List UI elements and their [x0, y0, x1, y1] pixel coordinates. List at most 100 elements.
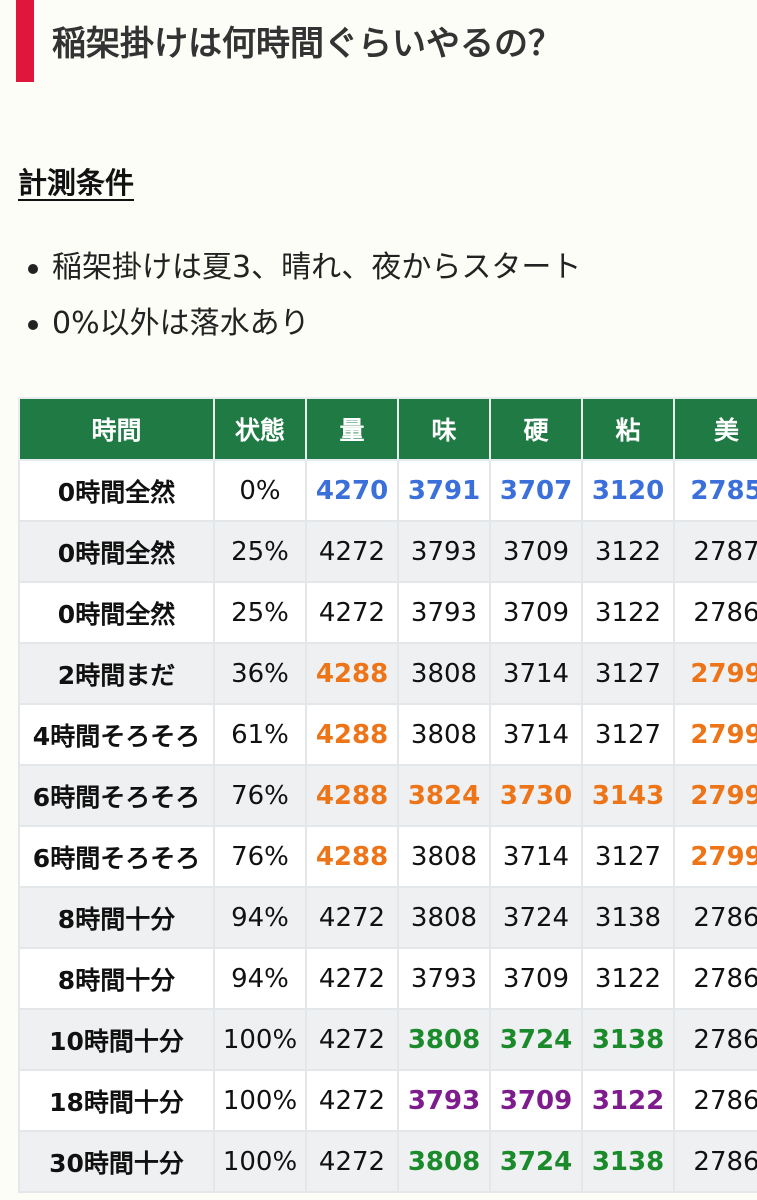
- cell-appearance: 2786: [673, 1069, 757, 1132]
- cell-time: 0時間全然: [18, 459, 215, 522]
- table-row: 0時間全然 0% 4270 3791 3707 3120 2785: [18, 459, 757, 522]
- cell-taste: 3808: [397, 703, 491, 766]
- cell-state: 100%: [213, 1069, 307, 1132]
- column-header-state: 状態: [213, 397, 307, 461]
- cell-state: 76%: [213, 764, 307, 827]
- cell-quantity: 4272: [305, 1130, 399, 1193]
- heading-accent-bar: [16, 0, 34, 82]
- list-item: 0%以外は落水あり: [18, 296, 581, 352]
- column-header-taste: 味: [397, 397, 491, 461]
- cell-state: 100%: [213, 1008, 307, 1071]
- cell-appearance: 2787: [673, 520, 757, 583]
- cell-state: 25%: [213, 581, 307, 644]
- table-body: 0時間全然 0% 4270 3791 3707 3120 2785 0時間全然 25% 4272 3…: [18, 459, 757, 1193]
- cell-quantity: 4288: [305, 825, 399, 888]
- table-row: 0時間全然 25% 4272 3793 3709 3122 2786: [18, 581, 757, 644]
- table-row: 8時間十分 94% 4272 3808 3724 3138 2786: [18, 886, 757, 949]
- cell-stickiness: 3138: [581, 1008, 675, 1071]
- conditions-list: 稲架掛けは夏3、晴れ、夜からスタート 0%以外は落水あり: [18, 240, 581, 352]
- cell-taste: 3793: [397, 1069, 491, 1132]
- cell-hardness: 3724: [489, 1008, 583, 1071]
- cell-state: 25%: [213, 520, 307, 583]
- cell-time: 30時間十分: [18, 1130, 215, 1193]
- cell-stickiness: 3122: [581, 581, 675, 644]
- cell-state: 94%: [213, 947, 307, 1010]
- results-table-container[interactable]: 時間 状態 量 味 硬 粘 美 0時間全然 0% 4270 3791 3707 3120 2…: [18, 397, 757, 1200]
- cell-quantity: 4272: [305, 1069, 399, 1132]
- cell-stickiness: 3120: [581, 459, 675, 522]
- list-item: 稲架掛けは夏3、晴れ、夜からスタート: [18, 240, 581, 296]
- cell-stickiness: 3122: [581, 520, 675, 583]
- column-header-quantity: 量: [305, 397, 399, 461]
- cell-time: 10時間十分: [18, 1008, 215, 1071]
- cell-stickiness: 3143: [581, 764, 675, 827]
- column-header-hardness: 硬: [489, 397, 583, 461]
- cell-taste: 3808: [397, 1130, 491, 1193]
- cell-taste: 3793: [397, 581, 491, 644]
- cell-time: 4時間そろそろ: [18, 703, 215, 766]
- cell-appearance: 2786: [673, 1130, 757, 1193]
- cell-hardness: 3724: [489, 1130, 583, 1193]
- table-row: 6時間そろそろ 76% 4288 3808 3714 3127 2799: [18, 825, 757, 888]
- column-header-time: 時間: [18, 397, 215, 461]
- cell-quantity: 4272: [305, 1008, 399, 1071]
- table-row: 8時間十分 94% 4272 3793 3709 3122 2786: [18, 947, 757, 1010]
- cell-stickiness: 3122: [581, 947, 675, 1010]
- cell-time: 18時間十分: [18, 1069, 215, 1132]
- cell-stickiness: 3127: [581, 825, 675, 888]
- cell-hardness: 3714: [489, 642, 583, 705]
- cell-time: 6時間そろそろ: [18, 825, 215, 888]
- cell-hardness: 3714: [489, 825, 583, 888]
- cell-stickiness: 3122: [581, 1069, 675, 1132]
- section-heading: 稲架掛けは何時間ぐらいやるの？: [16, 0, 757, 82]
- cell-hardness: 3724: [489, 886, 583, 949]
- cell-hardness: 3709: [489, 1069, 583, 1132]
- cell-state: 94%: [213, 886, 307, 949]
- cell-stickiness: 3138: [581, 886, 675, 949]
- cell-state: 61%: [213, 703, 307, 766]
- cell-taste: 3793: [397, 520, 491, 583]
- cell-time: 0時間全然: [18, 581, 215, 644]
- cell-stickiness: 3138: [581, 1130, 675, 1193]
- table-row: 6時間そろそろ 76% 4288 3824 3730 3143 2799: [18, 764, 757, 827]
- page-title: 稲架掛けは何時間ぐらいやるの？: [52, 24, 562, 64]
- cell-appearance: 2786: [673, 1008, 757, 1071]
- results-table: 時間 状態 量 味 硬 粘 美 0時間全然 0% 4270 3791 3707 3120 2…: [18, 397, 757, 1193]
- cell-state: 100%: [213, 1130, 307, 1193]
- cell-state: 36%: [213, 642, 307, 705]
- cell-appearance: 2786: [673, 886, 757, 949]
- table-header-row: 時間 状態 量 味 硬 粘 美: [18, 397, 757, 461]
- table-row: 30時間十分 100% 4272 3808 3724 3138 2786: [18, 1130, 757, 1193]
- cell-time: 8時間十分: [18, 947, 215, 1010]
- cell-taste: 3808: [397, 825, 491, 888]
- cell-stickiness: 3127: [581, 642, 675, 705]
- cell-quantity: 4270: [305, 459, 399, 522]
- cell-taste: 3793: [397, 947, 491, 1010]
- cell-appearance: 2786: [673, 581, 757, 644]
- cell-taste: 3824: [397, 764, 491, 827]
- cell-time: 2時間まだ: [18, 642, 215, 705]
- cell-taste: 3808: [397, 1008, 491, 1071]
- cell-appearance: 2799: [673, 642, 757, 705]
- table-row: 4時間そろそろ 61% 4288 3808 3714 3127 2799: [18, 703, 757, 766]
- column-header-appearance: 美: [673, 397, 757, 461]
- cell-appearance: 2799: [673, 825, 757, 888]
- cell-time: 8時間十分: [18, 886, 215, 949]
- cell-state: 0%: [213, 459, 307, 522]
- cell-quantity: 4288: [305, 703, 399, 766]
- table-row: 2時間まだ 36% 4288 3808 3714 3127 2799: [18, 642, 757, 705]
- cell-quantity: 4272: [305, 520, 399, 583]
- cell-appearance: 2799: [673, 764, 757, 827]
- cell-quantity: 4288: [305, 642, 399, 705]
- table-row: 18時間十分 100% 4272 3793 3709 3122 2786: [18, 1069, 757, 1132]
- cell-hardness: 3709: [489, 520, 583, 583]
- cell-hardness: 3714: [489, 703, 583, 766]
- cell-appearance: 2799: [673, 703, 757, 766]
- cell-state: 76%: [213, 825, 307, 888]
- table-row: 10時間十分 100% 4272 3808 3724 3138 2786: [18, 1008, 757, 1071]
- cell-hardness: 3709: [489, 947, 583, 1010]
- cell-time: 6時間そろそろ: [18, 764, 215, 827]
- cell-appearance: 2786: [673, 947, 757, 1010]
- cell-taste: 3808: [397, 886, 491, 949]
- cell-hardness: 3707: [489, 459, 583, 522]
